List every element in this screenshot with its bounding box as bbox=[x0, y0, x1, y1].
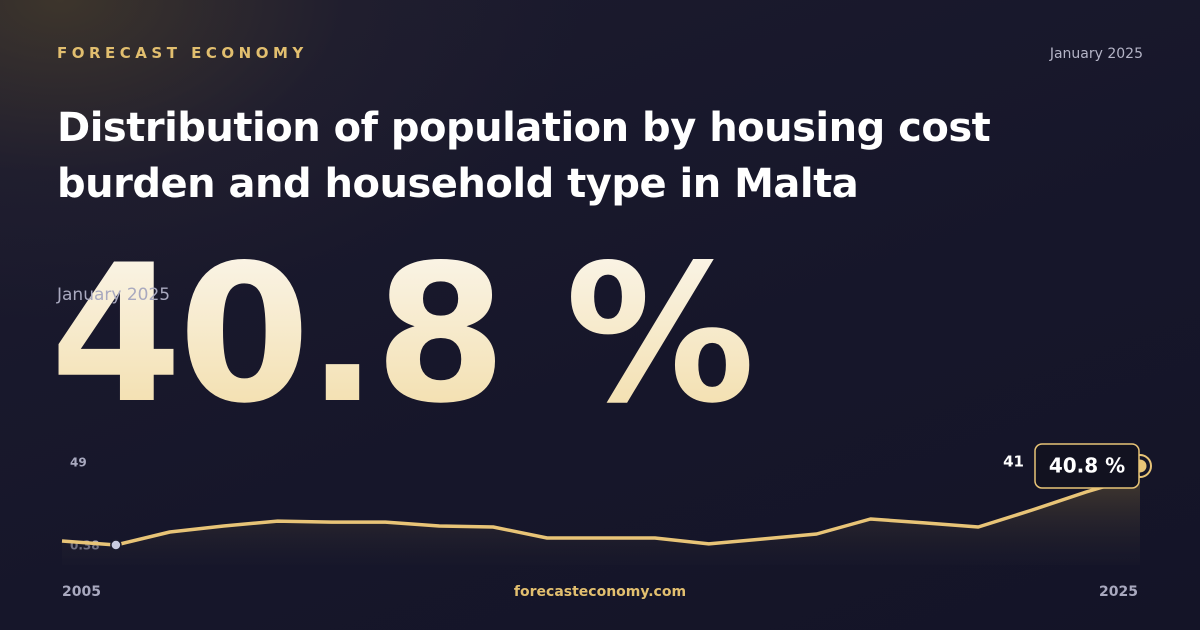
last-label: 41 bbox=[1003, 452, 1024, 470]
area bbox=[62, 476, 1140, 565]
line bbox=[61, 474, 1141, 547]
headline-date: January 2025 bbox=[57, 285, 171, 305]
min-marker bbox=[110, 539, 122, 551]
chart-title: Distribution of population by housing co… bbox=[57, 105, 991, 207]
footer: forecasteconomy.com bbox=[513, 584, 687, 600]
y-tick-label: 49 bbox=[70, 456, 87, 470]
x-tick-label: 2005 bbox=[62, 584, 101, 600]
badge-label: 40.8 % bbox=[1049, 453, 1125, 477]
date: January 2025 bbox=[1049, 46, 1143, 62]
brand: FORECAST ECONOMY bbox=[57, 44, 308, 62]
x-tick-label: 2025 bbox=[1099, 584, 1138, 600]
value-badge bbox=[1034, 443, 1140, 489]
headline-value: 40.8 % bbox=[50, 224, 755, 445]
